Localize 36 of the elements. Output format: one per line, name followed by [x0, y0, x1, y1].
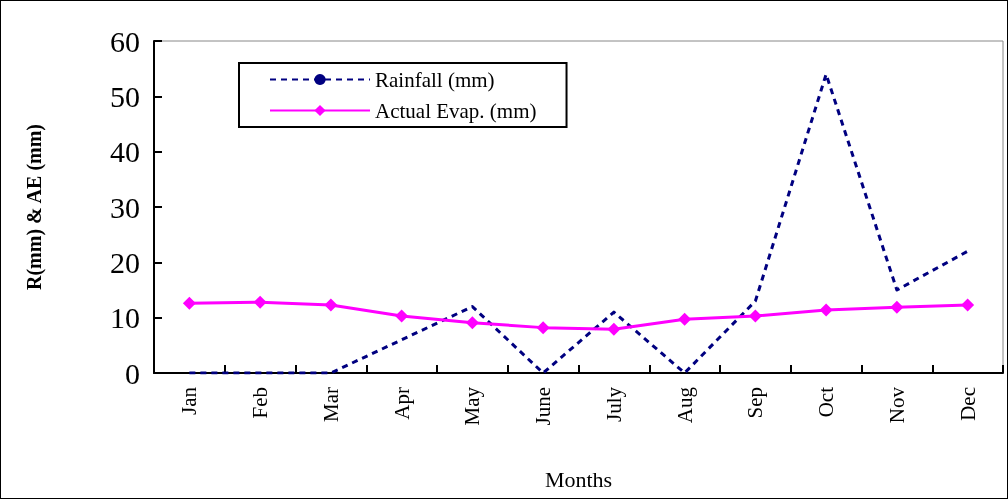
point	[678, 312, 692, 326]
point	[253, 295, 267, 309]
line-series	[187, 72, 970, 375]
point	[465, 316, 479, 330]
legend-label: Rainfall (mm)	[375, 67, 495, 92]
y-tick-label: 40	[110, 135, 140, 169]
x-tick-label: May	[460, 386, 485, 426]
y-tick-label: 30	[110, 190, 140, 224]
point	[890, 300, 904, 314]
x-tick-label: Mar	[318, 387, 343, 422]
x-axis-title: Months	[544, 466, 613, 492]
point	[961, 298, 975, 312]
x-tick-label: July	[601, 386, 626, 423]
y-tick-label: 60	[110, 24, 140, 58]
x-tick-label: Dec	[955, 387, 980, 421]
y-tick-label: 0	[125, 356, 140, 390]
x-tick-label: June	[531, 387, 556, 426]
point	[324, 298, 338, 312]
point	[819, 303, 833, 317]
y-tick-label: 20	[110, 245, 140, 279]
y-tick-label: 10	[110, 301, 140, 335]
y-axis-title: R(mm) & AE (mm)	[23, 123, 46, 291]
point	[607, 322, 621, 336]
x-tick-label: Aug	[672, 386, 697, 424]
point	[748, 309, 762, 323]
point	[536, 321, 550, 335]
x-tick-label: Feb	[248, 387, 273, 419]
y-tick-label: 50	[110, 79, 140, 113]
x-tick-label: Sep	[743, 387, 768, 419]
x-tick-label: Apr	[389, 387, 414, 420]
point	[395, 309, 409, 323]
x-tick-label: Nov	[884, 386, 909, 424]
legend-label: Actual Evap. (mm)	[375, 98, 537, 123]
x-tick-label: Jan	[177, 386, 202, 415]
x-tick-label: Oct	[814, 386, 839, 418]
point	[182, 296, 196, 310]
